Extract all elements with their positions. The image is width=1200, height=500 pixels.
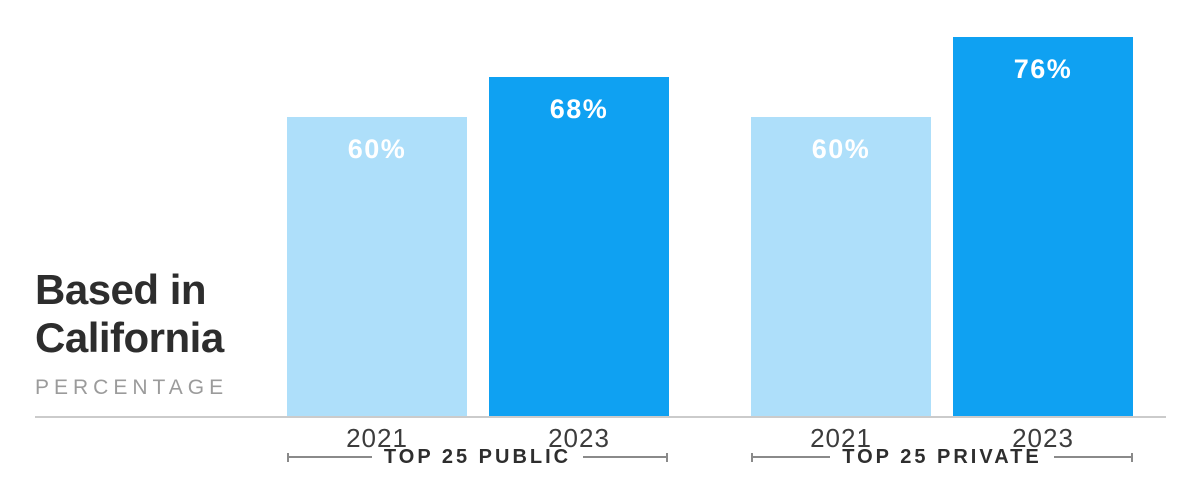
bracket-line-left bbox=[751, 452, 831, 462]
chart-title: Based in California bbox=[35, 266, 228, 362]
group-bracket-public: TOP 25 PUBLIC bbox=[287, 445, 669, 468]
bar-public-2023: 68% bbox=[489, 77, 669, 417]
x-tick-label-public-2021: 2021 bbox=[346, 423, 408, 453]
bar-private-2023: 76% bbox=[953, 37, 1133, 417]
title-block: Based in California PERCENTAGE bbox=[35, 266, 228, 400]
x-tick-label-public-2023: 2023 bbox=[548, 423, 610, 453]
chart-title-line1: Based in bbox=[35, 266, 207, 313]
bracket-line-right bbox=[1053, 452, 1134, 462]
x-tick-label-private-2023: 2023 bbox=[1012, 423, 1074, 453]
chart-subtitle: PERCENTAGE bbox=[35, 375, 229, 399]
chart-title-line2: California bbox=[35, 313, 224, 361]
plot-area: 60% 68% 60% 76% bbox=[287, 37, 1133, 417]
bracket-line-right bbox=[583, 452, 669, 462]
x-axis-line bbox=[35, 416, 1166, 418]
group-label-private: TOP 25 PRIVATE bbox=[842, 445, 1042, 468]
bar-public-2021: 60% bbox=[287, 117, 467, 417]
bracket-line-left bbox=[287, 452, 372, 462]
x-tick-label-private-2021: 2021 bbox=[810, 423, 872, 453]
bar-value-label-private-2021: 60% bbox=[811, 134, 871, 164]
bar-private-2021: 60% bbox=[751, 117, 931, 417]
group-label-public: TOP 25 PUBLIC bbox=[383, 445, 572, 468]
group-bracket-private: TOP 25 PRIVATE bbox=[751, 445, 1134, 468]
bar-value-label-private-2023: 76% bbox=[1013, 54, 1073, 84]
bar-value-label-public-2021: 60% bbox=[347, 134, 407, 164]
bar-value-label-public-2023: 68% bbox=[549, 94, 609, 124]
